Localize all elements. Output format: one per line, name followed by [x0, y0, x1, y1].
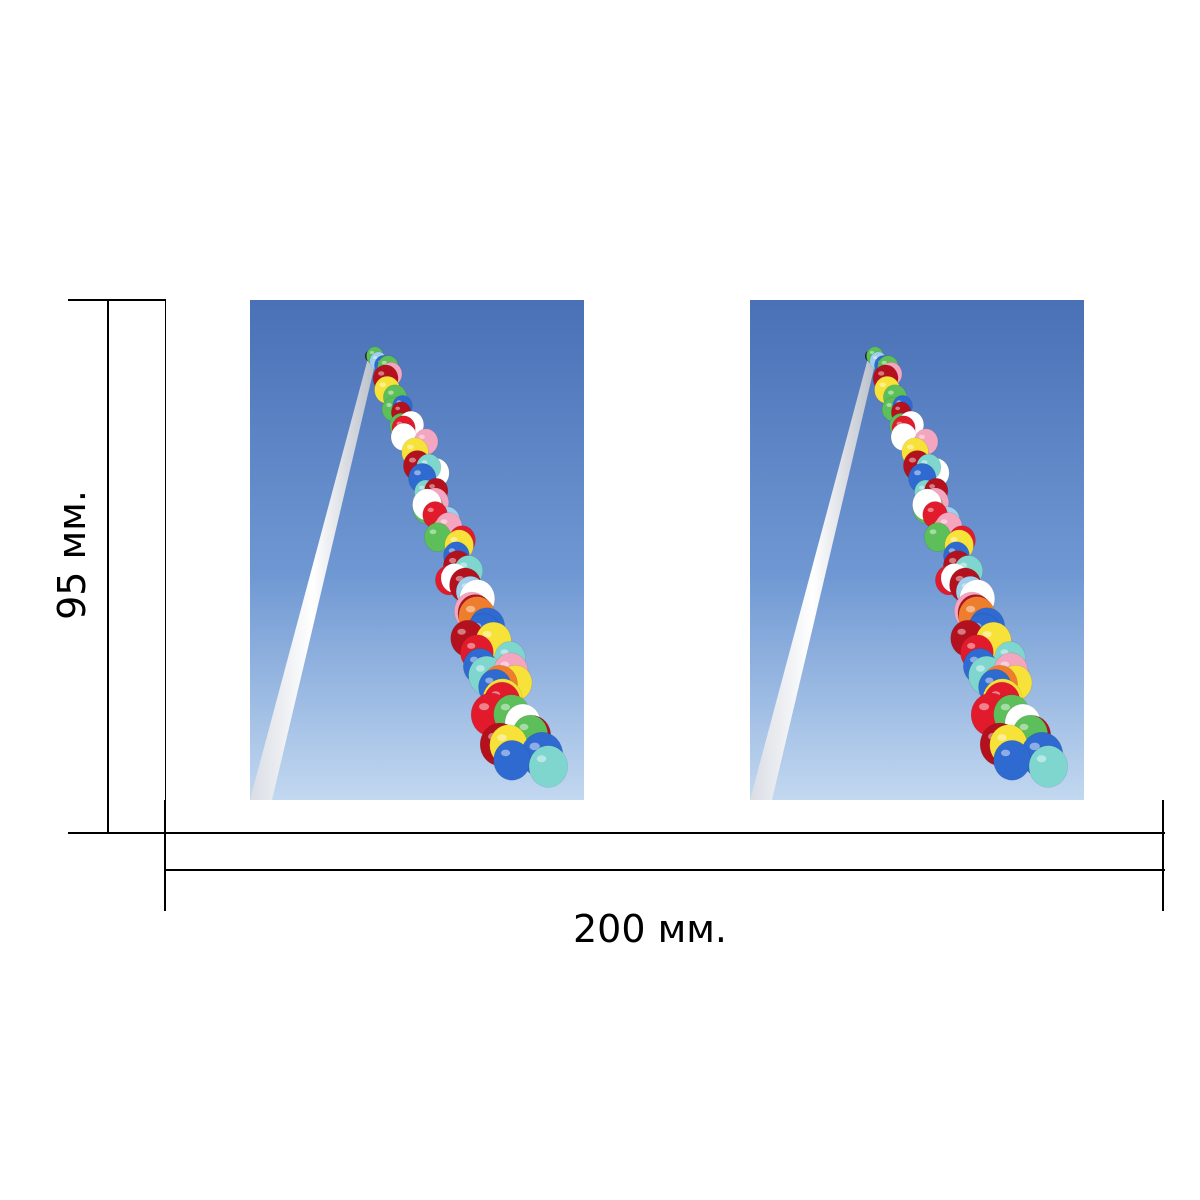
balloon-highlight	[950, 536, 958, 543]
balloon-highlight	[929, 529, 937, 535]
balloon-highlight	[982, 631, 992, 638]
width-dim-extension-line	[165, 832, 1165, 834]
balloon-highlight	[985, 677, 994, 684]
height-dim-bottom-tick	[68, 832, 166, 834]
width-dim-right-tick	[1162, 800, 1164, 911]
balloon-highlight	[909, 457, 916, 463]
balloon-highlight	[921, 460, 928, 465]
balloon-highlight	[886, 403, 892, 407]
balloon-photo-left	[250, 300, 584, 800]
balloon-highlight	[927, 507, 934, 513]
balloon-highlight	[500, 649, 509, 655]
balloon-highlight	[501, 749, 511, 757]
balloon-highlight	[919, 485, 925, 490]
balloon-highlight	[409, 457, 416, 463]
pole	[250, 358, 376, 800]
balloon-cluster	[366, 346, 568, 788]
width-dimension-label: 200 мм.	[572, 907, 728, 951]
balloon-highlight	[1000, 703, 1010, 711]
balloon-highlight	[482, 631, 492, 638]
balloon-highlight	[907, 444, 914, 450]
balloon-highlight	[429, 484, 435, 489]
balloon-highlight	[369, 351, 374, 354]
balloon-highlight	[878, 371, 885, 376]
balloon-highlight	[379, 382, 386, 388]
balloon-photo-right	[750, 300, 1084, 800]
balloon-highlight	[975, 665, 985, 672]
balloon-highlight	[485, 677, 494, 684]
balloon-highlight	[414, 470, 421, 476]
height-dim-extension-line	[165, 299, 166, 834]
balloon-highlight	[427, 507, 434, 513]
balloon-highlight	[378, 371, 385, 376]
balloon-highlight	[1036, 755, 1047, 763]
balloon-highlight	[449, 557, 457, 564]
balloon-highlight	[949, 557, 957, 564]
balloon-highlight	[967, 642, 976, 649]
balloon-highlight	[500, 703, 510, 711]
balloon-highlight	[419, 485, 425, 490]
balloon	[493, 740, 531, 781]
balloon-highlight	[512, 712, 522, 720]
balloon-highlight	[386, 403, 392, 407]
balloon-highlight	[388, 390, 394, 395]
balloon-highlight	[896, 429, 903, 435]
balloon-highlight	[475, 665, 485, 672]
balloon-highlight	[918, 496, 926, 502]
balloon-highlight	[1000, 649, 1009, 655]
balloon-highlight	[873, 356, 878, 360]
balloon-highlight	[497, 734, 507, 741]
balloon-highlight	[395, 406, 401, 411]
height-dim-top-tick	[68, 299, 166, 301]
balloon-highlight	[536, 755, 547, 763]
balloon-highlight	[421, 460, 428, 465]
width-dim-left-tick	[164, 800, 166, 911]
balloon-highlight	[429, 529, 437, 535]
balloon-highlight	[1019, 723, 1029, 731]
balloon-highlight	[446, 570, 454, 576]
balloon-highlight	[381, 360, 387, 365]
balloon-highlight	[373, 356, 378, 360]
balloon-highlight	[407, 444, 414, 450]
balloon	[993, 740, 1031, 781]
balloon-highlight	[881, 360, 887, 365]
balloon-highlight	[979, 703, 990, 711]
balloon-highlight	[418, 434, 425, 439]
balloon-highlight	[946, 570, 954, 576]
balloon	[528, 745, 568, 788]
balloon-highlight	[929, 484, 935, 489]
balloon-highlight	[879, 382, 886, 388]
balloon-highlight	[914, 470, 921, 476]
balloon-highlight	[966, 605, 976, 613]
balloon-highlight	[396, 429, 403, 435]
balloon-highlight	[888, 390, 894, 395]
width-dim-line	[165, 869, 1165, 871]
balloon-highlight	[440, 519, 448, 524]
balloon-highlight	[1029, 742, 1040, 751]
balloon-highlight	[957, 628, 966, 635]
balloon-highlight	[529, 742, 540, 751]
pole	[750, 358, 876, 800]
balloon-highlight	[869, 351, 874, 354]
balloon	[1028, 745, 1068, 788]
balloon-image	[750, 300, 1084, 800]
balloon-highlight	[1012, 712, 1022, 720]
balloon-highlight	[450, 536, 458, 543]
height-dimension-label: 95 мм.	[50, 490, 94, 620]
balloon-highlight	[997, 734, 1007, 741]
balloon-highlight	[918, 434, 925, 439]
balloon-highlight	[1001, 749, 1011, 757]
balloon-highlight	[418, 496, 426, 502]
balloon-highlight	[895, 406, 901, 411]
height-dim-line	[107, 299, 109, 834]
balloon-highlight	[940, 519, 948, 524]
balloon-highlight	[479, 703, 490, 711]
balloon-highlight	[457, 628, 466, 635]
balloon-highlight	[467, 642, 476, 649]
balloon-image	[250, 300, 584, 800]
balloon-highlight	[466, 605, 476, 613]
balloon-highlight	[519, 723, 529, 731]
balloon-cluster	[866, 346, 1068, 788]
